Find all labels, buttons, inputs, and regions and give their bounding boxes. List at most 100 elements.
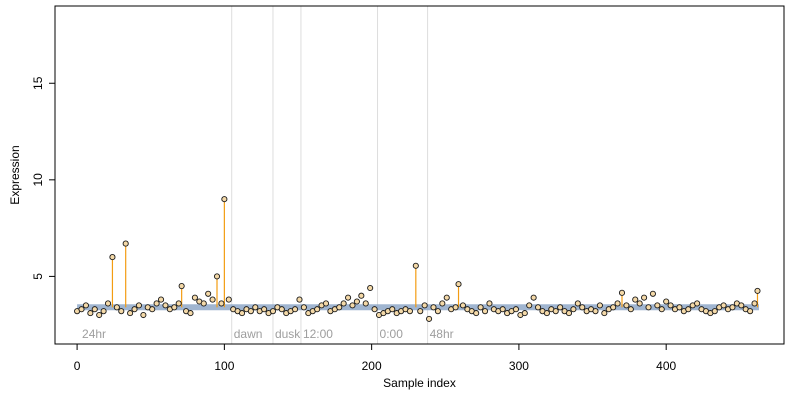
data-point xyxy=(512,306,520,313)
data-point xyxy=(618,289,626,296)
data-point xyxy=(178,283,185,290)
data-point xyxy=(439,300,446,307)
data-point xyxy=(658,306,665,313)
section-label: dusk xyxy=(275,327,301,341)
data-point xyxy=(552,308,559,315)
data-point xyxy=(252,304,259,311)
x-tick-label: 200 xyxy=(362,359,382,373)
data-point xyxy=(162,302,169,309)
data-point xyxy=(754,287,761,294)
data-point xyxy=(443,294,450,301)
y-tick-label: 15 xyxy=(31,76,45,90)
data-point xyxy=(336,304,343,311)
data-point xyxy=(296,296,303,303)
x-tick-label: 0 xyxy=(74,359,81,373)
data-point xyxy=(113,304,120,311)
data-point xyxy=(278,306,285,313)
data-point xyxy=(535,304,542,311)
data-point xyxy=(118,308,125,315)
data-point xyxy=(486,300,493,307)
section-label: 48hr xyxy=(430,327,454,341)
data-point xyxy=(426,315,433,322)
data-point xyxy=(641,294,648,301)
data-point xyxy=(247,308,254,315)
data-point xyxy=(417,308,424,315)
data-point xyxy=(596,302,603,309)
data-point xyxy=(100,308,107,315)
y-axis-title: Expression xyxy=(8,145,22,204)
data-point xyxy=(649,290,656,297)
data-point xyxy=(747,308,754,315)
data-point xyxy=(218,300,225,307)
x-axis: 0 100 200 300 400 xyxy=(74,344,677,373)
data-point xyxy=(459,302,466,309)
data-point xyxy=(205,290,212,297)
data-point xyxy=(187,310,194,317)
data-point xyxy=(122,240,129,247)
section-label: 12:00 xyxy=(303,327,333,341)
data-point xyxy=(570,306,577,313)
data-point xyxy=(213,273,221,280)
data-point xyxy=(610,304,617,311)
data-point xyxy=(87,310,94,317)
section-label: 0:00 xyxy=(380,327,404,341)
x-tick-label: 300 xyxy=(509,359,529,373)
data-point xyxy=(78,306,85,313)
data-point xyxy=(406,308,413,315)
section-label: dawn xyxy=(234,327,263,341)
plot-frame xyxy=(54,5,785,345)
data-point xyxy=(82,302,89,309)
data-point xyxy=(574,300,581,307)
data-point xyxy=(645,304,652,311)
data-points xyxy=(74,196,761,322)
data-point xyxy=(720,302,727,309)
data-point xyxy=(521,310,528,317)
data-point xyxy=(340,300,347,307)
data-point xyxy=(353,298,360,305)
x-tick-label: 100 xyxy=(214,359,234,373)
data-point xyxy=(371,306,378,313)
data-point xyxy=(175,300,182,307)
data-point xyxy=(191,294,198,301)
data-point xyxy=(171,304,178,311)
data-point xyxy=(711,308,718,315)
data-point xyxy=(434,308,441,315)
data-point xyxy=(322,300,330,307)
data-point xyxy=(667,302,674,309)
data-point xyxy=(345,294,352,301)
data-point xyxy=(135,302,142,309)
data-point xyxy=(238,310,246,317)
data-point xyxy=(738,302,745,309)
data-point xyxy=(685,306,692,313)
data-point xyxy=(358,292,365,299)
data-point xyxy=(627,306,634,313)
data-point xyxy=(412,262,419,269)
data-point xyxy=(729,304,736,311)
x-axis-title: Sample index xyxy=(383,376,456,390)
data-point xyxy=(557,304,564,311)
data-point xyxy=(314,306,321,313)
data-point xyxy=(157,296,165,303)
data-point xyxy=(225,296,232,303)
data-point xyxy=(367,284,374,292)
data-point xyxy=(623,302,630,309)
data-point xyxy=(209,296,216,303)
data-point xyxy=(614,300,621,307)
data-point xyxy=(530,294,537,301)
data-point xyxy=(473,310,480,317)
section-label: 24hr xyxy=(82,327,106,341)
data-point xyxy=(200,300,207,307)
data-point xyxy=(153,300,160,307)
section-labels: 24hr dawn dusk 12:00 0:00 48hr xyxy=(82,327,454,341)
data-point xyxy=(751,300,758,307)
data-point xyxy=(389,306,396,313)
data-point xyxy=(481,308,489,315)
data-point xyxy=(109,254,116,261)
data-point xyxy=(632,296,639,303)
data-point xyxy=(349,302,356,309)
data-point xyxy=(91,306,98,313)
data-point xyxy=(636,300,643,307)
data-point xyxy=(221,196,228,203)
y-tick-label: 5 xyxy=(31,273,45,280)
